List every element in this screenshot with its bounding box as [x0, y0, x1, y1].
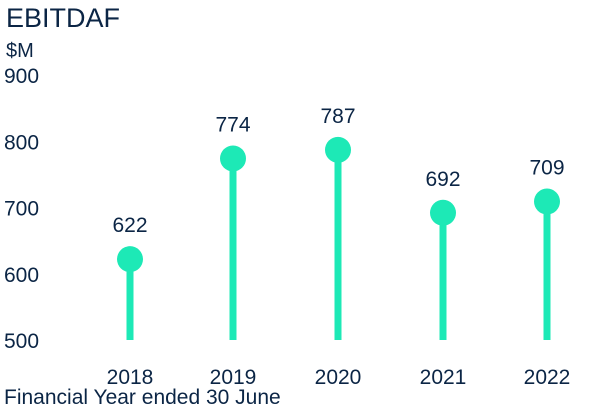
y-tick-label-800: 800: [4, 131, 39, 154]
data-point-2020: [325, 136, 351, 163]
data-label-2020: 787: [320, 105, 355, 128]
data-label-2018: 622: [112, 214, 147, 237]
x-tick-label-2022: 2022: [524, 366, 571, 389]
lollipop-stem-2019: [229, 158, 237, 340]
x-tick-label-2020: 2020: [315, 366, 362, 389]
lollipop-stem-2022: [543, 201, 551, 340]
lollipop-stem-2021: [439, 212, 447, 340]
data-point-2021: [430, 199, 456, 226]
lollipop-stem-2018: [126, 259, 134, 340]
lollipop-stem-2020: [334, 149, 342, 340]
y-axis-unit-label: $M: [6, 40, 34, 62]
data-label-2019: 774: [215, 113, 250, 136]
x-axis-label: Financial Year ended 30 June: [4, 386, 281, 409]
data-point-2019: [220, 145, 246, 172]
x-tick-label-2018: 2018: [107, 366, 154, 389]
x-tick-label-2021: 2021: [420, 366, 467, 389]
chart-title: EBITDAF: [6, 3, 121, 33]
data-point-2018: [117, 246, 143, 273]
y-tick-label-900: 900: [4, 65, 39, 88]
data-point-2022: [534, 188, 560, 215]
data-label-2022: 709: [529, 157, 564, 180]
data-label-2021: 692: [425, 168, 460, 191]
y-tick-label-600: 600: [4, 264, 39, 287]
x-tick-label-2019: 2019: [210, 366, 257, 389]
y-tick-label-500: 500: [4, 330, 39, 353]
y-tick-label-700: 700: [4, 198, 39, 221]
